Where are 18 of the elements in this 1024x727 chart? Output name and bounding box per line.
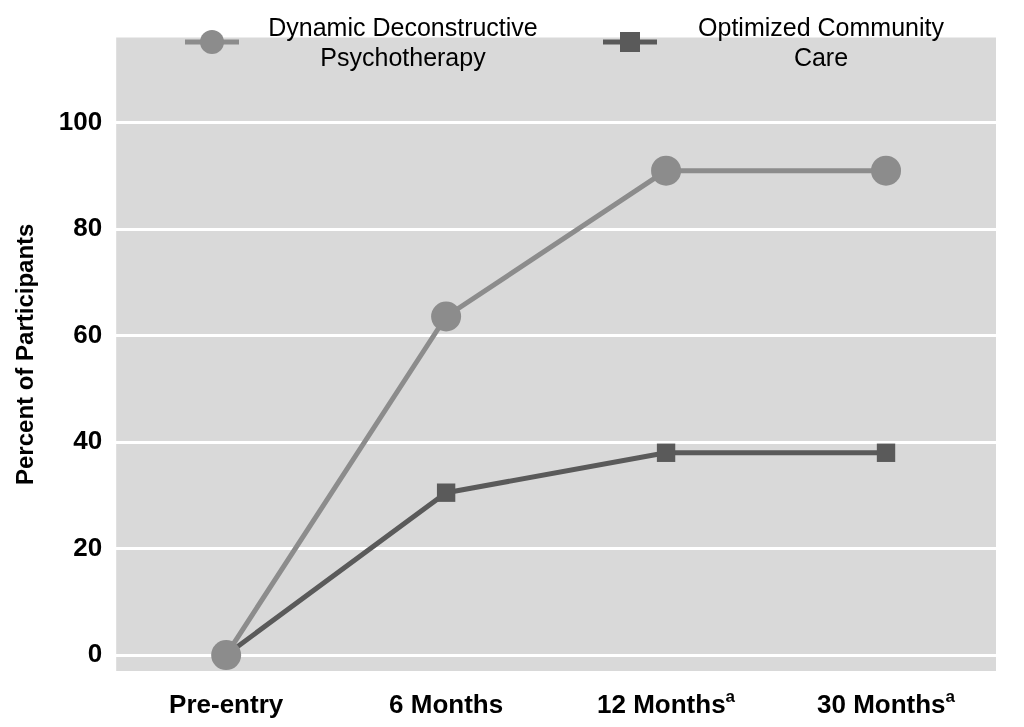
point: [651, 155, 682, 186]
legend-label: Optimized Community Care: [697, 12, 945, 72]
x-tick-label: 6 Months: [389, 689, 504, 719]
y-tick-label: 0: [87, 638, 103, 669]
point: [436, 483, 456, 502]
point: [431, 301, 462, 332]
y-tick-label: 20: [73, 531, 103, 562]
y-tick-label: 100: [58, 105, 103, 136]
point: [871, 155, 902, 186]
legend-label: Dynamic Deconstructive Psychotherapy: [267, 12, 539, 72]
y-axis-title: Percent of Participants: [11, 223, 39, 486]
y-tick-label: 60: [73, 318, 103, 349]
point: [656, 443, 676, 462]
point: [211, 640, 242, 671]
x-tick-label: Pre-entry: [169, 689, 284, 719]
point: [876, 443, 896, 462]
y-tick-label: 40: [73, 425, 103, 456]
y-tick-label: 80: [73, 212, 103, 243]
